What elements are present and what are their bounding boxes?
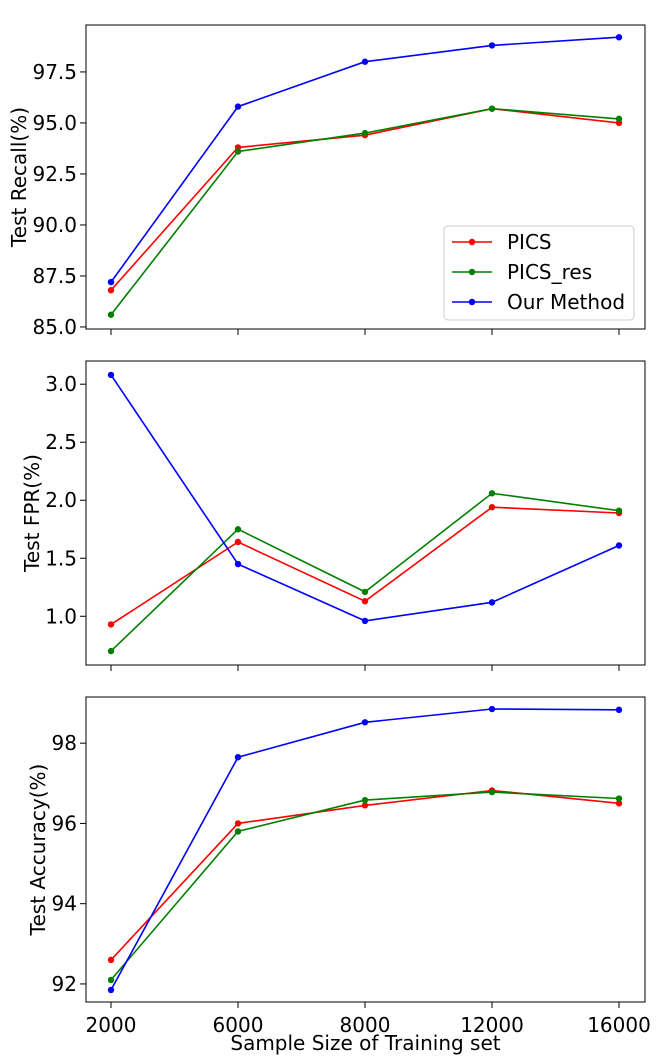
series-line-2: [110, 492, 620, 652]
y-tick-label: 2.0: [45, 488, 77, 512]
data-point: [615, 115, 623, 123]
y-tick-label: 87.5: [32, 264, 77, 288]
y-tick-label: 97.5: [32, 60, 77, 84]
data-point: [234, 820, 242, 827]
data-point: [234, 828, 242, 835]
plot-frame: [85, 360, 646, 666]
data-point: [615, 542, 623, 549]
data-point: [488, 490, 496, 497]
y-tick-label: 95.0: [32, 111, 77, 135]
y-tick-label: 3.0: [45, 372, 77, 396]
chart-panel-3: 92 94 96 98 2000 6000 8000 12000 16000 Test Accur…: [26, 696, 651, 1055]
data-point: [234, 538, 242, 546]
legend-box: [443, 225, 635, 321]
x-axis-label: Sample Size of Training set: [230, 1031, 500, 1055]
data-point: [361, 588, 369, 596]
data-point: [107, 956, 115, 964]
series-line-3: [110, 374, 620, 622]
y-tick-label: 85.0: [32, 315, 77, 339]
data-point: [107, 976, 115, 984]
legend: PICS PICS_res Our Method: [443, 225, 635, 321]
data-point: [361, 802, 369, 809]
data-point: [488, 599, 496, 606]
data-point: [615, 795, 623, 802]
legend-label: PICS_res: [507, 260, 592, 284]
data-point: [488, 503, 496, 511]
data-point: [488, 788, 496, 796]
series-line-1: [110, 506, 620, 626]
series-line-1: [110, 789, 620, 961]
plot-frame: [85, 696, 646, 1003]
x-tick-label: 12000: [460, 1013, 524, 1037]
data-point: [615, 507, 623, 514]
data-point: [107, 311, 115, 318]
y-tick-label: 92: [52, 972, 77, 996]
data-point: [615, 706, 623, 714]
chart-panel-2: 1.0 1.5 2.0 2.5 3.0 Test FPR(%): [20, 360, 646, 671]
data-point: [234, 148, 242, 155]
data-point: [107, 371, 115, 379]
legend-marker: [468, 298, 476, 306]
x-tick-label: 8000: [340, 1013, 391, 1037]
y-axis-label: Test FPR(%): [20, 454, 44, 573]
x-tick-label: 2000: [86, 1013, 137, 1037]
data-point: [361, 597, 369, 605]
y-tick-label: 2.5: [45, 430, 77, 454]
data-point: [488, 105, 496, 112]
data-point: [488, 705, 496, 713]
data-point: [234, 526, 242, 533]
data-point: [107, 647, 115, 655]
data-point: [107, 287, 115, 294]
legend-marker: [468, 268, 476, 276]
legend-label: Our Method: [507, 290, 625, 314]
data-point: [234, 753, 242, 761]
series-line-2: [110, 791, 620, 981]
data-point: [615, 800, 623, 807]
x-tick-label: 6000: [213, 1013, 264, 1037]
data-point: [361, 796, 369, 804]
legend-label: PICS: [507, 230, 552, 254]
data-point: [361, 129, 369, 137]
y-tick-label: 96: [52, 811, 77, 835]
data-point: [234, 560, 242, 568]
legend-marker: [468, 238, 476, 246]
data-point: [107, 278, 115, 286]
y-tick-label: 1.5: [45, 546, 77, 570]
y-axis-label: Test Recall(%): [7, 107, 31, 248]
y-tick-label: 1.0: [45, 604, 77, 628]
data-point: [361, 58, 369, 65]
y-tick-label: 92.5: [32, 162, 77, 186]
data-point: [234, 103, 242, 110]
data-point: [615, 34, 623, 41]
data-point: [361, 719, 369, 726]
data-point: [107, 621, 115, 628]
y-tick-label: 98: [52, 731, 77, 755]
y-tick-label: 94: [52, 892, 77, 916]
series-line-3: [110, 708, 620, 991]
y-axis-label: Test Accuracy(%): [26, 764, 50, 937]
data-point: [488, 42, 496, 49]
data-point: [107, 986, 115, 994]
x-tick-label: 16000: [587, 1013, 651, 1037]
data-point: [361, 617, 369, 625]
y-tick-label: 90.0: [32, 213, 77, 237]
plot-frame: [85, 24, 646, 330]
